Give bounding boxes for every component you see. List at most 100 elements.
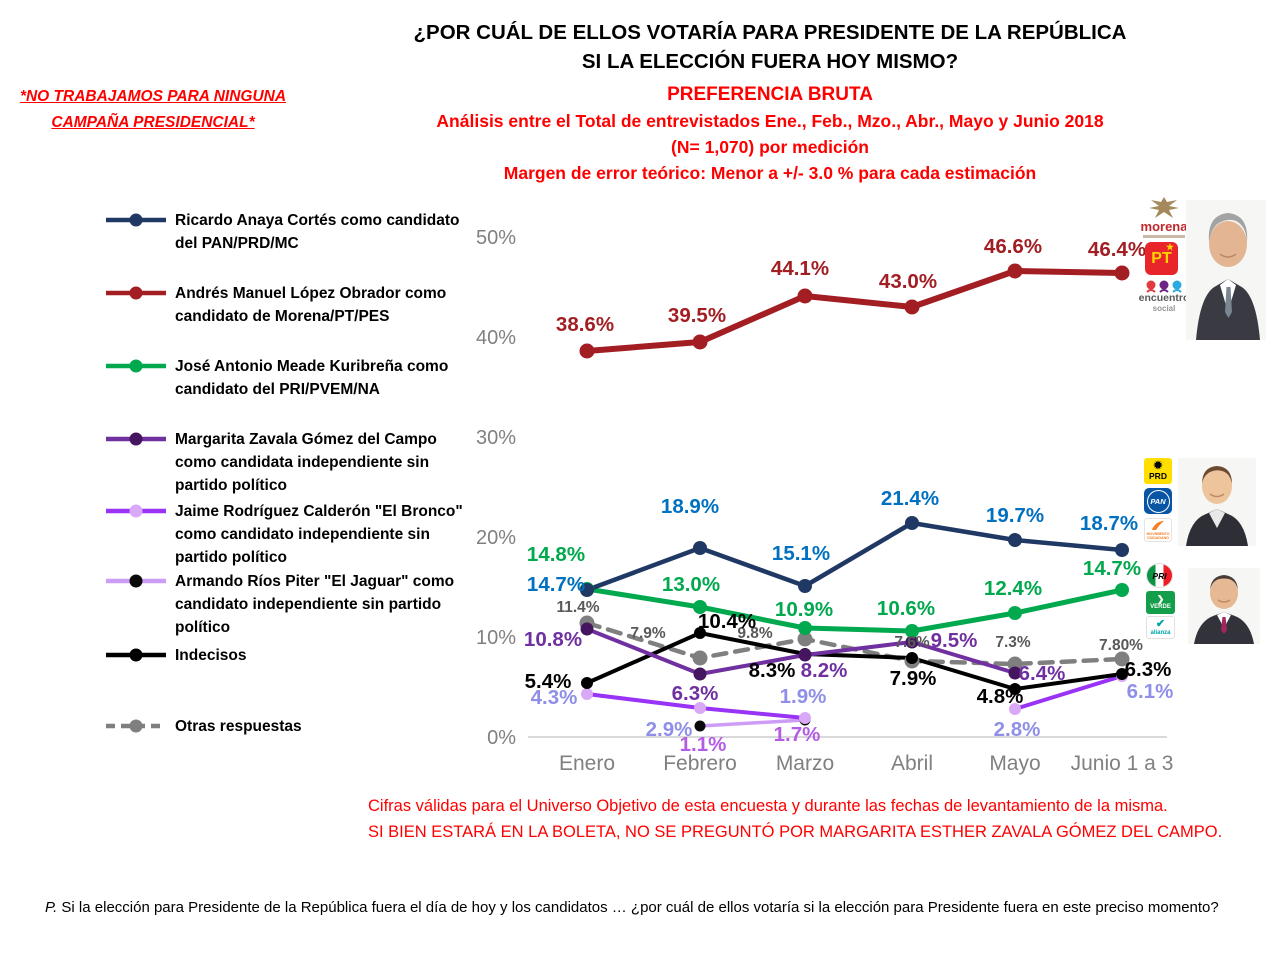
data-label-indecisos-5: 6.3% xyxy=(1125,658,1172,681)
data-label-anaya-1: 18.9% xyxy=(661,495,719,518)
legend-label-jaguar: Armando Ríos Piter "El Jaguar" como cand… xyxy=(175,573,455,636)
point-zavala-1 xyxy=(693,667,707,681)
morena-eagle-icon xyxy=(1149,197,1179,218)
legend-swatch-indecisos xyxy=(106,648,166,662)
series-line-indecisos xyxy=(585,631,1124,691)
data-label-amlo-3: 43.0% xyxy=(879,270,937,293)
encuentro-social-logo: encuentro social xyxy=(1138,280,1190,313)
point-indecisos-4 xyxy=(1009,683,1021,695)
alianza-logo-text: alianza xyxy=(1150,629,1171,636)
data-label-indecisos-4: 4.8% xyxy=(977,685,1024,708)
series-markers-indecisos xyxy=(581,627,1128,695)
data-label-bronco-4: 2.8% xyxy=(994,718,1041,741)
data-label-otras-4: 7.3% xyxy=(995,634,1031,651)
alianza-logo: ✔ alianza xyxy=(1146,616,1175,639)
disclaimer-line1: *NO TRABAJAMOS PARA NINGUNA xyxy=(19,88,287,105)
encuentro-logo-text: encuentro xyxy=(1138,292,1190,304)
pri-logo: PRI xyxy=(1146,563,1173,588)
no-campaign-disclaimer: *NO TRABAJAMOS PARA NINGUNA CAMPAÑA PRES… xyxy=(0,84,306,137)
verde-bird-icon: ❯ xyxy=(1156,593,1165,604)
y-tick-30%: 30% xyxy=(476,427,516,449)
series-labels-meade: 14.8% 13.0% 10.9% 10.6% 12.4% 14.7% xyxy=(527,543,1141,621)
legend-label-indecisos: Indecisos xyxy=(175,647,247,664)
data-label-meade-3: 10.6% xyxy=(877,597,935,620)
series-line-meade xyxy=(584,586,1125,634)
series-labels-zavala: 10.8% 6.3% 8.2% 9.5% 6.4% xyxy=(524,628,1065,705)
legend-label-anaya: Ricardo Anaya Cortés como candidato del … xyxy=(175,212,460,252)
prd-logo-text: PRD xyxy=(1149,471,1167,482)
question-prefix: P. xyxy=(45,899,58,916)
series-labels-indecisos: 5.4% 10.4% 8.3% 7.9% 4.8% 6.3% xyxy=(525,610,1172,708)
point-indecisos-5 xyxy=(1116,668,1128,680)
y-tick-40%: 40% xyxy=(476,327,516,349)
data-label-indecisos-1: 10.4% xyxy=(698,610,756,633)
point-anaya-4 xyxy=(1008,533,1022,547)
point-anaya-2 xyxy=(798,579,812,593)
series-markers-zavala xyxy=(580,622,1022,681)
point-meade-3 xyxy=(905,624,919,638)
page-title-line1: ¿POR CUÁL DE ELLOS VOTARÍA PARA PRESIDEN… xyxy=(413,21,1127,44)
data-label-zavala-4: 6.4% xyxy=(1019,662,1066,685)
legend-swatch-jaguar xyxy=(106,574,166,588)
point-bronco-2 xyxy=(799,712,811,724)
legend-label-otras: Otras respuestas xyxy=(175,718,302,735)
analysis-line2: (N= 1,070) por medición xyxy=(671,137,869,158)
data-label-meade-1: 13.0% xyxy=(662,573,720,596)
alianza-check-icon: ✔ xyxy=(1155,617,1166,630)
prd-sun-icon: ✹ xyxy=(1153,460,1163,473)
y-tick-50%: 50% xyxy=(476,227,516,249)
mc-eagle-icon xyxy=(1152,520,1164,530)
legend-item-bronco: Jaime Rodríguez Calderón "El Bronco" com… xyxy=(105,501,475,570)
point-amlo-4 xyxy=(1007,263,1023,279)
y-tick-20%: 20% xyxy=(476,527,516,549)
pri-logo-text: PRI xyxy=(1152,570,1167,581)
mc-logo-text: MOVIMIENTO CIUDADANO xyxy=(1146,531,1170,540)
data-label-indecisos-2: 8.3% xyxy=(749,659,796,682)
pt-star-icon: ★ xyxy=(1165,242,1174,252)
morena-logo-text: morena xyxy=(1140,219,1188,234)
data-label-meade-5: 14.7% xyxy=(1083,557,1141,580)
point-bronco-1 xyxy=(694,702,706,714)
point-indecisos-1 xyxy=(694,627,706,639)
data-label-bronco-5: 6.1% xyxy=(1127,680,1174,703)
pt-logo: ★ PT xyxy=(1145,242,1178,275)
data-label-anaya-0: 14.7% xyxy=(527,573,585,596)
data-label-zavala-3: 9.5% xyxy=(931,629,978,652)
data-label-otras-1: 7.9% xyxy=(630,625,666,642)
legend-label-zavala: Margarita Zavala Gómez del Campo como ca… xyxy=(175,431,437,494)
legend-swatch-otras xyxy=(106,719,166,733)
analysis-line1: Análisis entre el Total de entrevistados… xyxy=(436,110,1104,131)
legend-item-zavala: Margarita Zavala Gómez del Campo como ca… xyxy=(105,429,475,498)
data-label-bronco-0: 4.3% xyxy=(531,686,578,709)
legend-label-bronco: Jaime Rodríguez Calderón "El Bronco" com… xyxy=(175,503,463,566)
series-labels-amlo: 38.6% 39.5% 44.1% 43.0% 46.6% 46.4% xyxy=(556,235,1146,336)
series-markers-anaya xyxy=(580,516,1129,597)
point-amlo-2 xyxy=(797,288,813,304)
data-label-amlo-1: 39.5% xyxy=(668,304,726,327)
data-label-zavala-2: 8.2% xyxy=(801,659,848,682)
disclaimer-line2: CAMPAÑA PRESIDENCIAL* xyxy=(51,114,255,132)
meade-media-block: PRI ❯ VERDE ✔ alianza xyxy=(1146,563,1262,645)
point-otras-1 xyxy=(692,650,708,666)
point-anaya-1 xyxy=(693,541,707,555)
data-label-amlo-0: 38.6% xyxy=(556,313,614,336)
point-amlo-1 xyxy=(692,334,708,350)
social-logo-text: social xyxy=(1152,303,1176,313)
x-axis-labels: Enero Febrero Marzo Abril Mayo Junio 1 a 3 xyxy=(559,752,1173,775)
data-label-indecisos-0: 5.4% xyxy=(525,670,572,693)
data-label-zavala-0: 10.8% xyxy=(524,628,582,651)
point-otras-2 xyxy=(797,631,813,647)
point-anaya-5 xyxy=(1115,543,1129,557)
x-label-Febrero: Febrero xyxy=(663,752,737,775)
data-label-anaya-4: 19.7% xyxy=(986,504,1044,527)
validity-footnote: Cifras válidas para el Universo Objetivo… xyxy=(368,794,1270,845)
margin-of-error-line: Margen de error teórico: Menor a +/- 3.0… xyxy=(503,163,1037,184)
data-label-amlo-5: 46.4% xyxy=(1088,238,1146,261)
series-line-anaya xyxy=(584,520,1125,593)
point-bronco-4 xyxy=(1009,703,1021,715)
data-label-anaya-3: 21.4% xyxy=(881,487,939,510)
verde-logo-text: VERDE xyxy=(1150,603,1171,610)
amlo-photo xyxy=(1186,200,1266,340)
point-anaya-0 xyxy=(580,583,594,597)
series-markers-amlo xyxy=(579,263,1130,359)
